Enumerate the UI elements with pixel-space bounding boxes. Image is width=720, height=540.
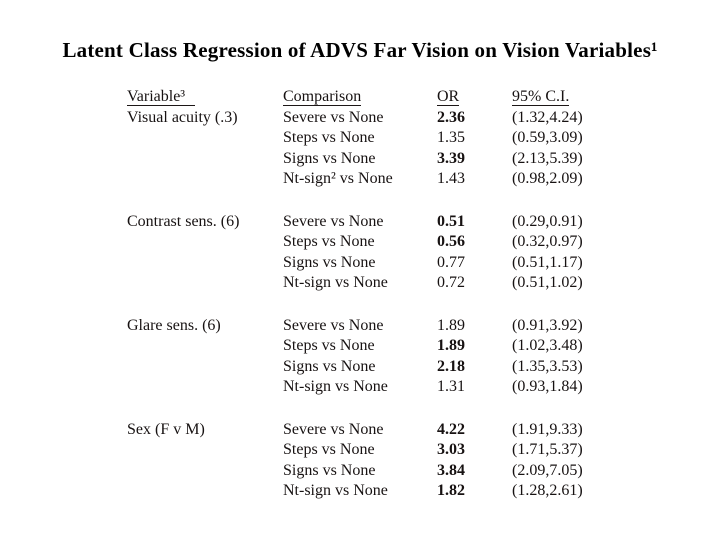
table-row: Steps vs None 1.89 (1.02,3.48)	[127, 336, 583, 357]
or-value: 1.89	[437, 337, 465, 354]
variable-label	[127, 128, 283, 149]
or-value: 3.84	[437, 461, 465, 479]
comparison-cell: Severe vs None	[283, 316, 384, 334]
variable-label: Sex (F v M)	[127, 420, 205, 438]
ci-value: (0.91,3.92)	[512, 316, 583, 334]
variable-label: Glare sens. (6)	[127, 316, 221, 334]
ci-value: (1.35,3.53)	[512, 357, 583, 375]
ci-value: (1.02,3.48)	[512, 337, 583, 354]
comparison-cell: Nt-sign² vs None	[283, 170, 393, 187]
variable-label	[127, 253, 283, 274]
table-header-row: Variable³ Comparison OR 95% C.I.	[127, 87, 583, 108]
variable-label	[127, 357, 283, 378]
ci-value: (2.13,5.39)	[512, 149, 583, 167]
regression-table: Variable³ Comparison OR 95% C.I. Visual …	[127, 87, 583, 502]
variable-label: Visual acuity (.3)	[127, 108, 238, 126]
table-row: Nt-sign vs None 1.31 (0.93,1.84)	[127, 377, 583, 398]
comparison-cell: Steps vs None	[283, 441, 375, 458]
or-value: 1.31	[437, 378, 465, 395]
table-row: Steps vs None 0.56 (0.32,0.97)	[127, 232, 583, 253]
or-value: 1.43	[437, 170, 465, 187]
ci-value: (0.29,0.91)	[512, 212, 583, 230]
comparison-cell: Signs vs None	[283, 461, 376, 479]
comparison-cell: Steps vs None	[283, 129, 375, 146]
variable-label	[127, 232, 283, 253]
or-value: 2.36	[437, 108, 465, 126]
table-row: Signs vs None 3.84 (2.09,7.05)	[127, 461, 583, 482]
ci-value: (0.93,1.84)	[512, 378, 583, 395]
ci-value: (0.51,1.17)	[512, 253, 583, 271]
table-row: Steps vs None 1.35 (0.59,3.09)	[127, 128, 583, 149]
table-row: Contrast sens. (6) Severe vs None 0.51 (…	[127, 212, 583, 233]
table-group-contrast-sens: Contrast sens. (6) Severe vs None 0.51 (…	[127, 212, 583, 294]
page-title: Latent Class Regression of ADVS Far Visi…	[62, 38, 658, 62]
or-value: 3.39	[437, 149, 465, 167]
or-value: 0.51	[437, 212, 465, 230]
comparison-cell: Nt-sign vs None	[283, 378, 388, 395]
ci-value: (0.32,0.97)	[512, 233, 583, 250]
or-value: 1.35	[437, 129, 465, 146]
column-header-variable: Variable³	[127, 87, 283, 108]
or-value: 0.56	[437, 233, 465, 250]
table-row: Nt-sign vs None 0.72 (0.51,1.02)	[127, 273, 583, 294]
table-row: Steps vs None 3.03 (1.71,5.37)	[127, 440, 583, 461]
or-value: 1.89	[437, 316, 465, 334]
comparison-cell: Severe vs None	[283, 108, 384, 126]
comparison-cell: Signs vs None	[283, 149, 376, 167]
comparison-cell: Severe vs None	[283, 212, 384, 230]
table-row: Nt-sign vs None 1.82 (1.28,2.61)	[127, 481, 583, 502]
or-value: 4.22	[437, 420, 465, 438]
ci-value: (1.91,9.33)	[512, 420, 583, 438]
comparison-cell: Nt-sign vs None	[283, 482, 388, 499]
column-header-comparison: Comparison	[283, 88, 362, 106]
table-group-glare-sens: Glare sens. (6) Severe vs None 1.89 (0.9…	[127, 316, 583, 398]
variable-label	[127, 273, 283, 294]
comparison-cell: Steps vs None	[283, 337, 375, 354]
table-group-sex: Sex (F v M) Severe vs None 4.22 (1.91,9.…	[127, 420, 583, 502]
column-header-or: OR	[437, 88, 460, 106]
comparison-cell: Severe vs None	[283, 420, 384, 438]
or-value: 0.77	[437, 253, 465, 271]
variable-label	[127, 461, 283, 482]
variable-label: Contrast sens. (6)	[127, 212, 240, 230]
table-row: Nt-sign² vs None 1.43 (0.98,2.09)	[127, 169, 583, 190]
table-row: Signs vs None 2.18 (1.35,3.53)	[127, 357, 583, 378]
table-row: Sex (F v M) Severe vs None 4.22 (1.91,9.…	[127, 420, 583, 441]
variable-label	[127, 149, 283, 170]
comparison-cell: Nt-sign vs None	[283, 274, 388, 291]
variable-label	[127, 169, 283, 190]
variable-label	[127, 377, 283, 398]
comparison-cell: Signs vs None	[283, 357, 376, 375]
or-value: 0.72	[437, 274, 465, 291]
table-row: Visual acuity (.3) Severe vs None 2.36 (…	[127, 108, 583, 129]
variable-label	[127, 440, 283, 461]
column-header-ci: 95% C.I.	[512, 88, 570, 106]
comparison-cell: Signs vs None	[283, 253, 376, 271]
or-value: 2.18	[437, 357, 465, 375]
ci-value: (1.28,2.61)	[512, 482, 583, 499]
ci-value: (1.71,5.37)	[512, 441, 583, 458]
ci-value: (0.98,2.09)	[512, 170, 583, 187]
table-row: Signs vs None 3.39 (2.13,5.39)	[127, 149, 583, 170]
ci-value: (0.51,1.02)	[512, 274, 583, 291]
ci-value: (2.09,7.05)	[512, 461, 583, 479]
table-row: Signs vs None 0.77 (0.51,1.17)	[127, 253, 583, 274]
ci-value: (1.32,4.24)	[512, 108, 583, 126]
or-value: 1.82	[437, 482, 465, 499]
ci-value: (0.59,3.09)	[512, 129, 583, 146]
comparison-cell: Steps vs None	[283, 233, 375, 250]
variable-label	[127, 481, 283, 502]
table-row: Glare sens. (6) Severe vs None 1.89 (0.9…	[127, 316, 583, 337]
table-group-visual-acuity: Visual acuity (.3) Severe vs None 2.36 (…	[127, 108, 583, 190]
or-value: 3.03	[437, 441, 465, 458]
variable-label	[127, 336, 283, 357]
